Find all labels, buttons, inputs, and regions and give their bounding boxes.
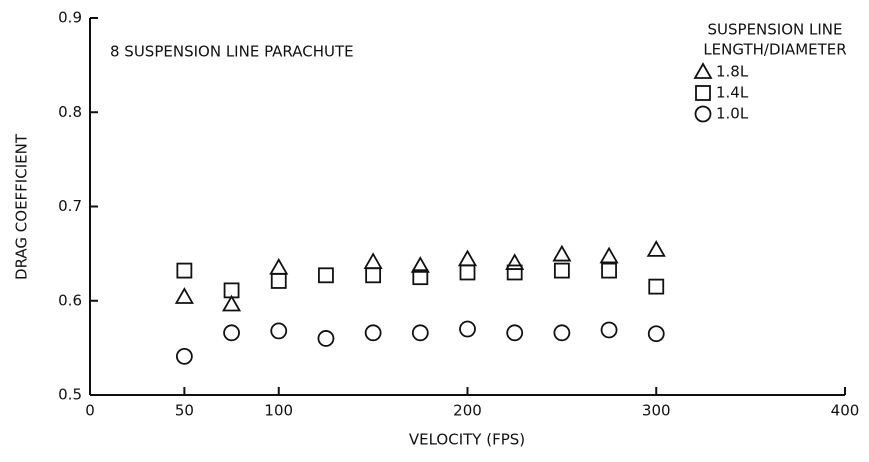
x-tick-label: 50 [175,402,194,420]
y-tick-label: 0.6 [58,291,82,309]
y-tick-label: 0.9 [58,9,82,27]
triangle-marker [410,256,430,273]
circle-marker [600,321,618,339]
square-marker [695,85,711,101]
square-marker [270,273,287,289]
x-tick-label: 400 [831,402,860,420]
circle-marker [694,105,712,123]
legend-label: 1.8L [716,63,749,81]
circle-marker [223,324,240,342]
square-marker [176,262,193,279]
legend-title: LENGTH/DIAMETER [703,41,846,59]
circle-marker [317,330,335,347]
y-tick-label: 0.5 [58,386,82,404]
triangle-marker [552,244,572,262]
legend-title: SUSPENSION LINE [708,21,843,39]
triangle-marker [646,240,666,257]
square-marker [223,282,240,299]
x-axis-label: VELOCITY (FPS) [409,431,525,449]
circle-marker [364,324,382,342]
x-tick-label: 200 [453,402,482,420]
legend-label: 1.4L [716,84,749,102]
circle-marker [506,324,524,342]
x-tick-label: 0 [85,402,95,420]
circle-marker [647,325,665,343]
circle-marker [175,347,193,365]
square-marker [601,262,617,279]
y-axis-label: DRAG COEFFICIENT [13,133,31,280]
square-marker [365,267,382,284]
y-tick-label: 0.8 [58,103,82,121]
annotation: 8 SUSPENSION LINE PARACHUTE [110,43,354,61]
triangle-marker [457,249,478,267]
triangle-marker [599,246,619,264]
circle-marker [411,324,429,342]
triangle-marker [269,257,289,275]
square-marker [412,269,429,286]
triangle-marker [363,252,383,270]
y-tick-label: 0.7 [58,197,82,215]
square-marker [459,264,476,281]
square-marker [648,278,665,295]
x-tick-label: 300 [642,402,671,420]
square-marker [506,264,523,281]
triangle-marker [693,62,713,79]
circle-marker [459,320,476,338]
triangle-marker [505,253,525,270]
legend-label: 1.0L [716,105,749,123]
x-tick-label: 100 [264,402,293,420]
circle-marker [553,324,571,342]
square-marker [318,267,334,284]
square-marker [553,262,570,279]
triangle-marker [174,287,194,304]
circle-marker [270,322,288,340]
triangle-marker [222,294,242,312]
